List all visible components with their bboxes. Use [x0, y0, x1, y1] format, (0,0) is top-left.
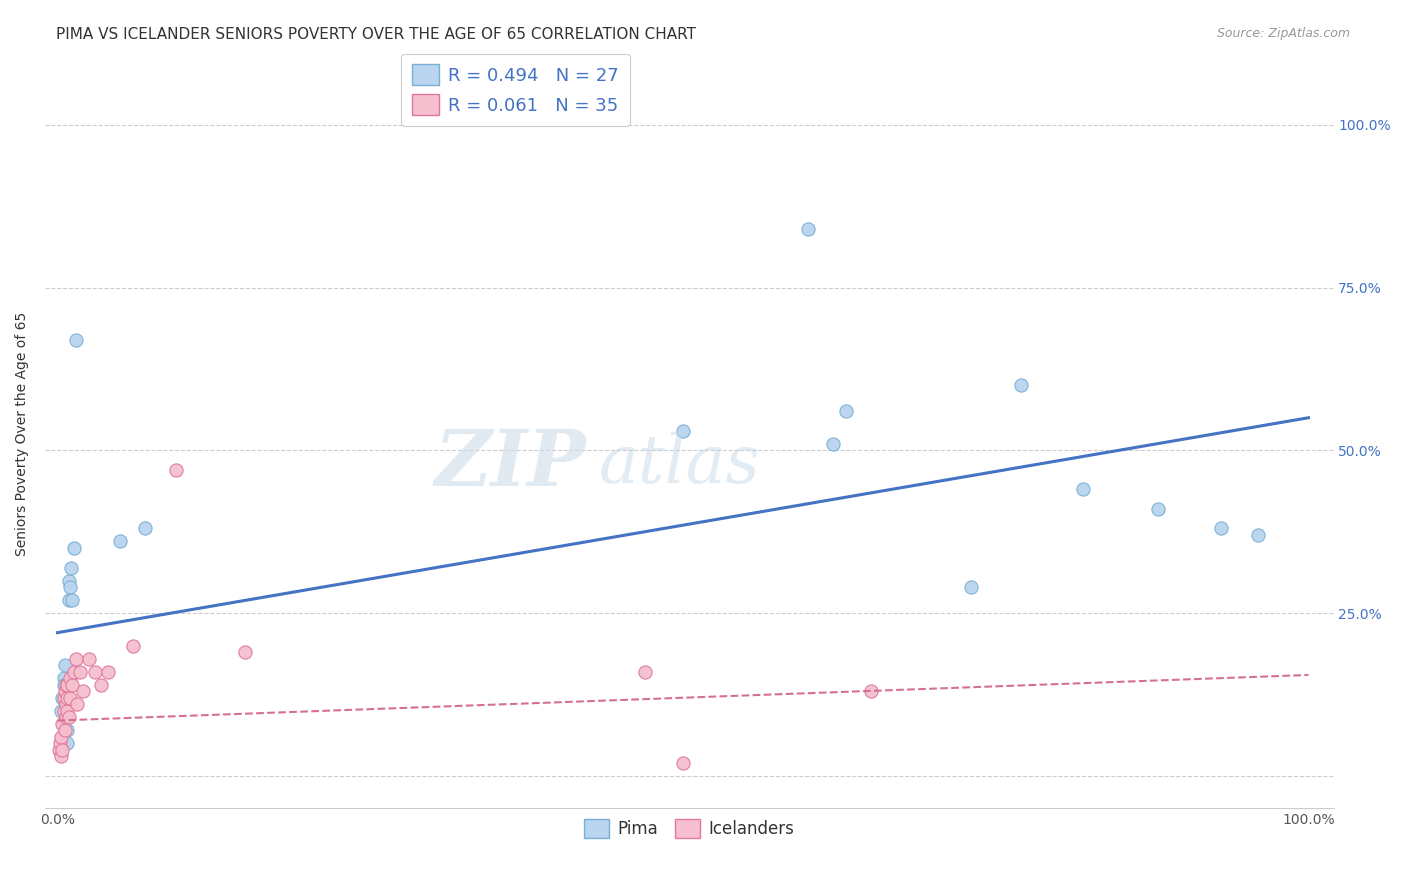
Point [56, 723, 79, 738]
Point [1147, 502, 1170, 516]
Point [823, 437, 845, 451]
Point [634, 665, 657, 679]
Text: atlas: atlas [599, 432, 761, 497]
Legend: Pima, Icelanders: Pima, Icelanders [578, 813, 801, 845]
Point [55, 684, 77, 698]
Point [48, 743, 70, 757]
Point [233, 645, 256, 659]
Point [859, 684, 882, 698]
Point [56, 690, 79, 705]
Point [959, 580, 981, 594]
Point [62, 665, 84, 679]
Point [1010, 378, 1032, 392]
Text: Source: ZipAtlas.com: Source: ZipAtlas.com [1216, 27, 1350, 40]
Point [53, 684, 76, 698]
Point [108, 534, 131, 549]
Point [55, 710, 77, 724]
Point [52, 704, 75, 718]
Point [55, 698, 77, 712]
Point [56, 678, 79, 692]
Point [834, 404, 856, 418]
Point [58, 574, 80, 588]
Point [58, 593, 80, 607]
Text: PIMA VS ICELANDER SENIORS POVERTY OVER THE AGE OF 65 CORRELATION CHART: PIMA VS ICELANDER SENIORS POVERTY OVER T… [56, 27, 696, 42]
Point [56, 736, 79, 750]
Point [65, 651, 87, 665]
Point [51, 730, 73, 744]
Point [60, 560, 83, 574]
Point [59, 671, 82, 685]
Point [96, 665, 118, 679]
Point [53, 658, 76, 673]
Point [77, 651, 100, 665]
Point [1209, 521, 1232, 535]
Point [69, 665, 91, 679]
Point [51, 743, 73, 757]
Point [62, 593, 84, 607]
Point [90, 678, 112, 692]
Point [62, 678, 84, 692]
Y-axis label: Seniors Poverty Over the Age of 65: Seniors Poverty Over the Age of 65 [15, 312, 30, 556]
Point [52, 690, 75, 705]
Point [672, 424, 695, 438]
Point [672, 756, 695, 770]
Point [56, 704, 79, 718]
Point [49, 736, 72, 750]
Point [1247, 528, 1270, 542]
Text: ZIP: ZIP [434, 425, 586, 502]
Point [165, 463, 187, 477]
Point [58, 710, 80, 724]
Point [59, 690, 82, 705]
Point [1071, 483, 1094, 497]
Point [51, 749, 73, 764]
Point [55, 678, 77, 692]
Point [797, 222, 820, 236]
Point [52, 678, 75, 692]
Point [59, 580, 82, 594]
Point [84, 665, 107, 679]
Point [52, 671, 75, 685]
Point [134, 521, 156, 535]
Point [72, 684, 94, 698]
Point [121, 639, 143, 653]
Point [65, 333, 87, 347]
Point [66, 698, 89, 712]
Point [51, 716, 73, 731]
Point [51, 704, 73, 718]
Point [53, 723, 76, 738]
Point [51, 690, 73, 705]
Point [62, 541, 84, 555]
